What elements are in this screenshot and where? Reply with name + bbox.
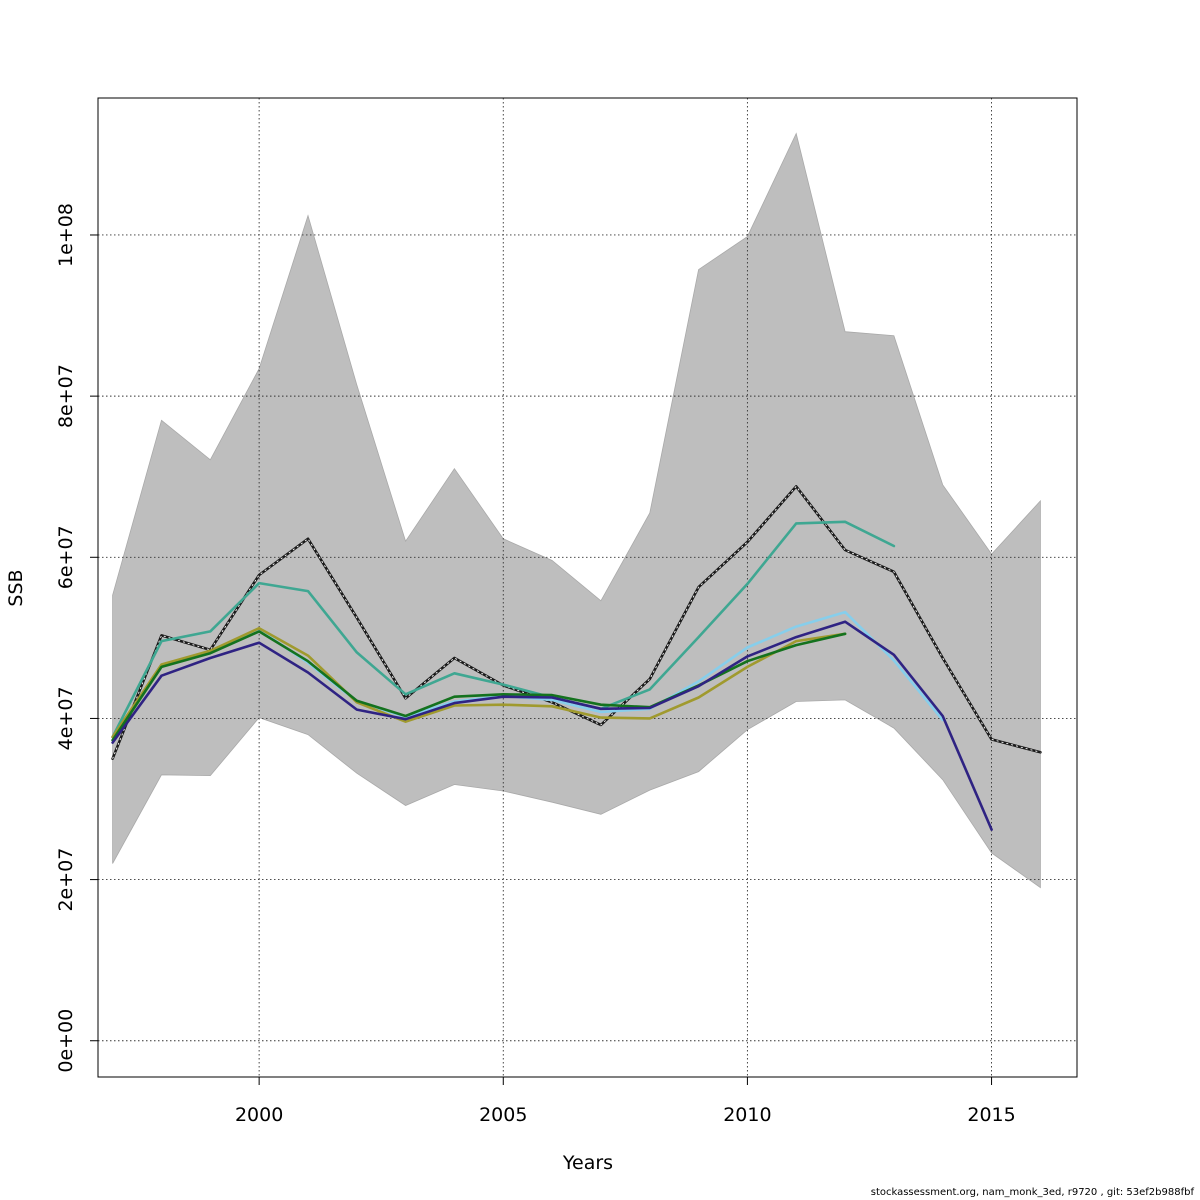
confidence-band: [112, 132, 1041, 889]
series-line-1-dash: [112, 485, 1041, 759]
x-tick-label-2015: 2015: [967, 1104, 1015, 1126]
x-tick-label-2010: 2010: [723, 1104, 771, 1126]
y-tick-label-5: 1e+08: [55, 203, 77, 267]
series-line-4: [111, 626, 847, 739]
series-line-6: [111, 620, 993, 831]
y-tick-label-3: 6e+07: [55, 525, 77, 589]
y-tick-label-0: 0e+00: [55, 1009, 77, 1073]
y-tick-label-2: 4e+07: [55, 686, 77, 750]
axis-layer: 2000 2005 2010 2015 0e+00 2e+07 4e+07 6e+07 8e+0…: [55, 203, 1016, 1126]
y-axis-title: SSB: [5, 569, 27, 606]
y-tick-label-4: 8e+07: [55, 364, 77, 428]
x-axis-title: Years: [562, 1152, 613, 1174]
plot-frame: [97, 97, 1078, 1078]
x-tick-label-2005: 2005: [479, 1104, 527, 1126]
series-line-5: [111, 630, 847, 742]
confidence-band-layer: [112, 132, 1041, 889]
y-tick-label-1: 2e+07: [55, 848, 77, 912]
series-layer: [111, 485, 1042, 831]
series-line-2: [111, 520, 896, 739]
x-tick-label-2000: 2000: [235, 1104, 283, 1126]
footer-credit: stockassessment.org, nam_monk_3ed, r9720…: [870, 1187, 1194, 1198]
